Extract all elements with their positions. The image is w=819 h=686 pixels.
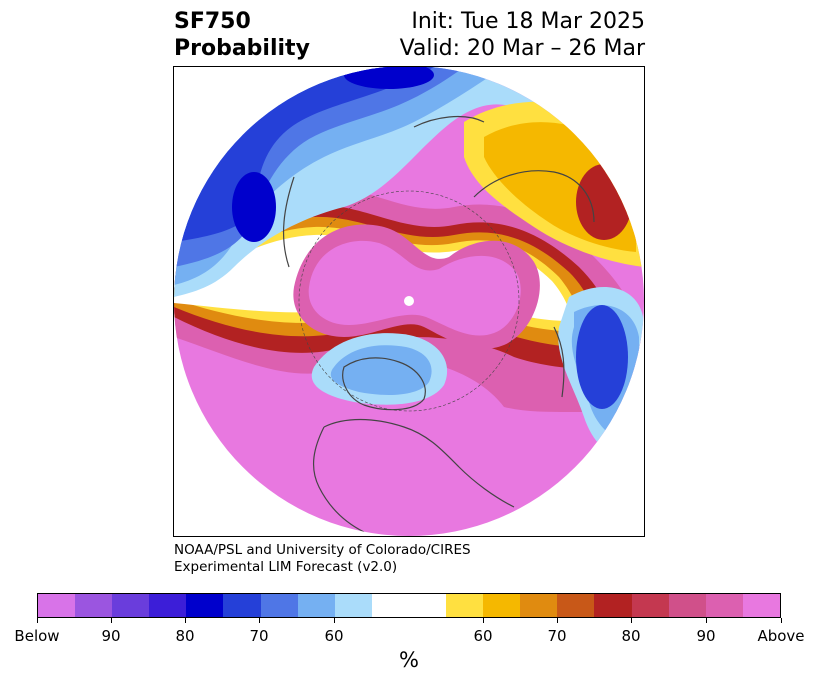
- colorbar-tick-label: Below: [14, 627, 60, 645]
- colorbar-tick-label: 60: [324, 627, 344, 645]
- colorbar-segment: [371, 594, 447, 617]
- colorbar-segment: [334, 594, 372, 617]
- colorbar-tick-label: 90: [696, 627, 716, 645]
- colorbar-segment: [631, 594, 669, 617]
- colorbar-tick: [482, 618, 484, 623]
- colorbar-segment: [260, 594, 298, 617]
- init-date: Init: Tue 18 Mar 2025: [411, 9, 645, 34]
- colorbar-segment: [149, 594, 187, 617]
- variable-title: SF750: [174, 9, 251, 34]
- map-panel: [173, 66, 645, 537]
- colorbar-tick: [556, 618, 558, 623]
- field-below-low-hudson: [330, 345, 432, 395]
- colorbar-tick: [333, 618, 335, 623]
- colorbar-segment: [186, 594, 224, 617]
- colorbar-segment: [112, 594, 150, 617]
- colorbar-segment: [297, 594, 335, 617]
- colorbar-tick: [780, 618, 782, 623]
- valid-range: Valid: 20 Mar – 26 Mar: [399, 36, 645, 61]
- colorbar-segment: [705, 594, 743, 617]
- colorbar-segment: [483, 594, 521, 617]
- colorbar-segment: [594, 594, 632, 617]
- colorbar-segment: [557, 594, 595, 617]
- field-above-max-arctic: [308, 240, 521, 336]
- colorbar-tick: [630, 618, 632, 623]
- colorbar-tick: [258, 618, 260, 623]
- colorbar-segment: [38, 594, 76, 617]
- colorbar-tick-label: Above: [757, 627, 805, 645]
- field-below-high-east: [576, 305, 628, 409]
- colorbar-tick: [705, 618, 707, 623]
- colorbar-tick-label: 80: [175, 627, 195, 645]
- forecast-dates: Init: Tue 18 Mar 2025 Valid: 20 Mar – 26…: [400, 8, 645, 62]
- colorbar-segment: [668, 594, 706, 617]
- colorbar-tick: [184, 618, 186, 623]
- north-pole-marker: [404, 296, 414, 306]
- colorbar-segment: [446, 594, 484, 617]
- colorbar-segment: [520, 594, 558, 617]
- colorbar-tick-label: 80: [621, 627, 641, 645]
- polar-map: [174, 67, 644, 536]
- coastlines: [282, 116, 595, 533]
- colorbar-tick-label: 70: [547, 627, 567, 645]
- credit-text: NOAA/PSL and University of Colorado/CIRE…: [174, 542, 471, 576]
- credit-line-1: NOAA/PSL and University of Colorado/CIRE…: [174, 542, 471, 558]
- colorbar-unit: %: [399, 648, 419, 672]
- colorbar-tick-label: 70: [249, 627, 269, 645]
- map-title: SF750 Probability: [174, 8, 310, 62]
- colorbar-tick-label: 60: [473, 627, 493, 645]
- colorbar-segment: [223, 594, 261, 617]
- colorbar-segment: [75, 594, 113, 617]
- field-below-max-north: [232, 172, 276, 242]
- colorbar-tick-label: 90: [101, 627, 121, 645]
- colorbar-tick: [36, 618, 38, 623]
- colorbar: [37, 593, 781, 618]
- credit-line-2: Experimental LIM Forecast (v2.0): [174, 559, 398, 575]
- product-title: Probability: [174, 36, 310, 61]
- latitude-circle: [298, 190, 520, 412]
- colorbar-tick: [110, 618, 112, 623]
- colorbar-segment: [742, 594, 780, 617]
- field-above-mid-europe: [576, 164, 632, 240]
